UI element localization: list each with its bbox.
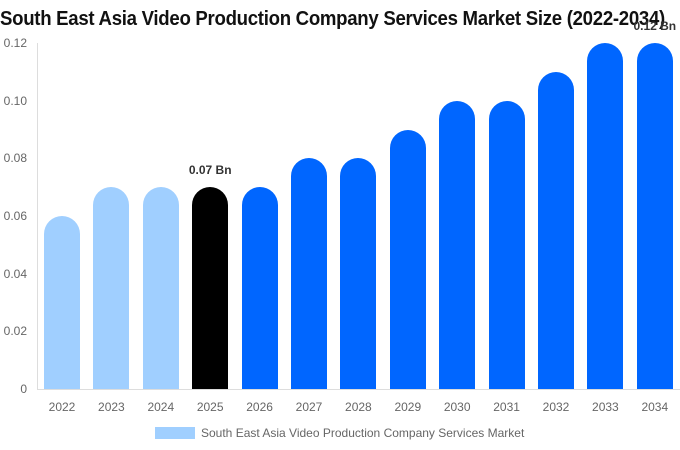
data-label-2034: 0.12 Bn [633, 19, 677, 33]
data-label-2025: 0.07 Bn [188, 163, 232, 178]
y-tick-label: 0.12 [3, 36, 27, 50]
bar-2032[interactable] [538, 71, 574, 389]
x-tick-label: 2031 [493, 400, 520, 414]
bar-2022[interactable] [44, 216, 80, 389]
bar-2028[interactable] [340, 158, 377, 389]
y-tick-label: 0.06 [3, 209, 27, 223]
x-tick-label: 2032 [542, 400, 570, 414]
x-tick-label: 2034 [641, 400, 669, 414]
y-tick-label: 0.02 [3, 324, 27, 339]
x-tick-label: 2022 [48, 400, 76, 414]
bar-2023[interactable] [93, 187, 130, 389]
bar-2029[interactable] [389, 129, 426, 389]
legend-swatch [155, 427, 195, 439]
y-tick-label: 0.04 [3, 266, 27, 281]
y-tick-label: 0.08 [3, 151, 27, 166]
x-tick-label: 2027 [295, 400, 323, 414]
bar-2034[interactable] [636, 43, 673, 389]
bar-2033[interactable] [587, 43, 624, 389]
y-tick-label: 0 [20, 382, 27, 396]
bar-2031[interactable] [488, 100, 525, 389]
x-tick-label: 2025 [196, 400, 224, 414]
legend-label: South East Asia Video Production Company… [201, 426, 525, 440]
bar-2026[interactable] [241, 187, 278, 389]
x-tick-label: 2029 [394, 400, 422, 414]
x-tick-label: 2028 [345, 400, 372, 414]
x-tick-label: 2030 [443, 400, 471, 414]
chart-title: South East Asia Video Production Company… [0, 8, 665, 30]
x-tick-label: 2033 [592, 400, 619, 414]
x-tick-label: 2024 [147, 400, 175, 414]
x-tick-label: 2023 [98, 400, 125, 414]
bar-2025[interactable] [192, 187, 229, 389]
bar-2027[interactable] [291, 158, 327, 389]
x-axis-line [37, 389, 680, 390]
y-axis-line [37, 43, 38, 389]
x-tick-label: 2026 [246, 400, 273, 414]
bar-2030[interactable] [439, 100, 476, 389]
y-tick-label: 0.10 [3, 93, 27, 108]
bar-2024[interactable] [142, 187, 179, 389]
legend[interactable]: South East Asia Video Production Company… [155, 426, 524, 440]
